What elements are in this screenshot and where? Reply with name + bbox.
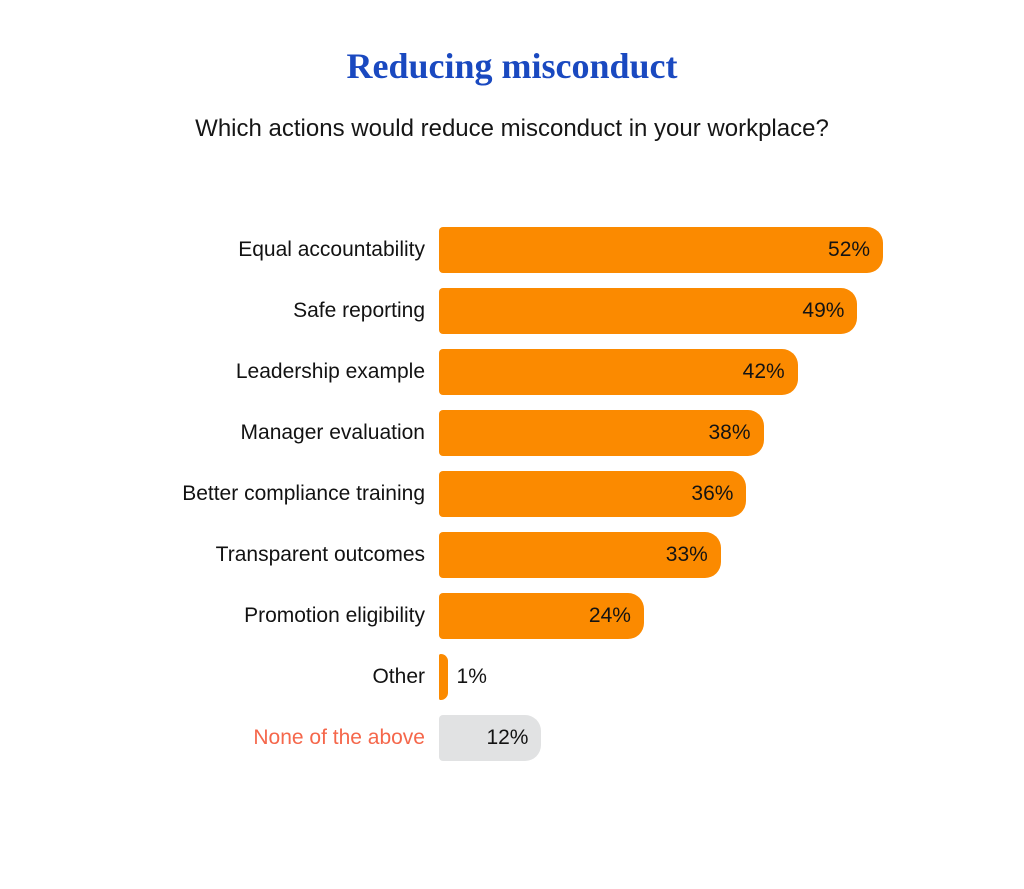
value-label: 24% — [588, 604, 631, 627]
value-label: 42% — [742, 360, 785, 383]
bar: 38% — [439, 410, 764, 456]
bar: 42% — [439, 349, 798, 395]
bar-track: 33% — [439, 532, 1024, 578]
chart-row: Better compliance training 36% — [0, 471, 1024, 517]
bar-track: 12% — [439, 715, 1024, 761]
bar: 49% — [439, 288, 858, 334]
chart-row: Other 1% — [0, 654, 1024, 700]
category-label: Equal accountability — [238, 238, 425, 261]
value-label: 38% — [708, 421, 751, 444]
category-label: Other — [372, 665, 425, 688]
chart-row: Promotion eligibility 24% — [0, 593, 1024, 639]
page-title: Reducing misconduct — [346, 46, 678, 86]
category-label: Better compliance training — [182, 482, 425, 505]
bar — [439, 654, 448, 700]
chart-row: Manager evaluation 38% — [0, 410, 1024, 456]
chart-row: Transparent outcomes 33% — [0, 532, 1024, 578]
chart-row: Leadership example 42% — [0, 349, 1024, 395]
category-label: None of the above — [253, 726, 425, 749]
chart-page: Reducing misconduct Which actions would … — [0, 46, 1024, 761]
category-label: Manager evaluation — [240, 421, 425, 444]
value-label: 36% — [691, 482, 734, 505]
bar: 12% — [439, 715, 542, 761]
category-label: Safe reporting — [293, 299, 425, 322]
value-label: 1% — [456, 665, 487, 688]
category-label: Transparent outcomes — [215, 543, 425, 566]
bar: 52% — [439, 227, 884, 273]
chart-rows: Equal accountability 52% Safe reporting 49%… — [0, 227, 1024, 761]
value-label: 33% — [665, 543, 708, 566]
bar-track: 52% — [439, 227, 1024, 273]
bar: 33% — [439, 532, 721, 578]
bar-track: 49% — [439, 288, 1024, 334]
bar: 36% — [439, 471, 747, 517]
category-label: Leadership example — [235, 360, 425, 383]
bar-track: 1% — [439, 654, 1024, 700]
page-subtitle: Which actions would reduce misconduct in… — [195, 115, 829, 142]
bar: 24% — [439, 593, 644, 639]
bar-track: 36% — [439, 471, 1024, 517]
value-label: 12% — [486, 726, 529, 749]
value-label: 49% — [802, 299, 845, 322]
chart-row: None of the above 12% — [0, 715, 1024, 761]
bar-track: 38% — [439, 410, 1024, 456]
value-label: 52% — [828, 238, 871, 261]
bar-track: 42% — [439, 349, 1024, 395]
bar-track: 24% — [439, 593, 1024, 639]
chart-row: Safe reporting 49% — [0, 288, 1024, 334]
chart-row: Equal accountability 52% — [0, 227, 1024, 273]
category-label: Promotion eligibility — [244, 604, 425, 627]
